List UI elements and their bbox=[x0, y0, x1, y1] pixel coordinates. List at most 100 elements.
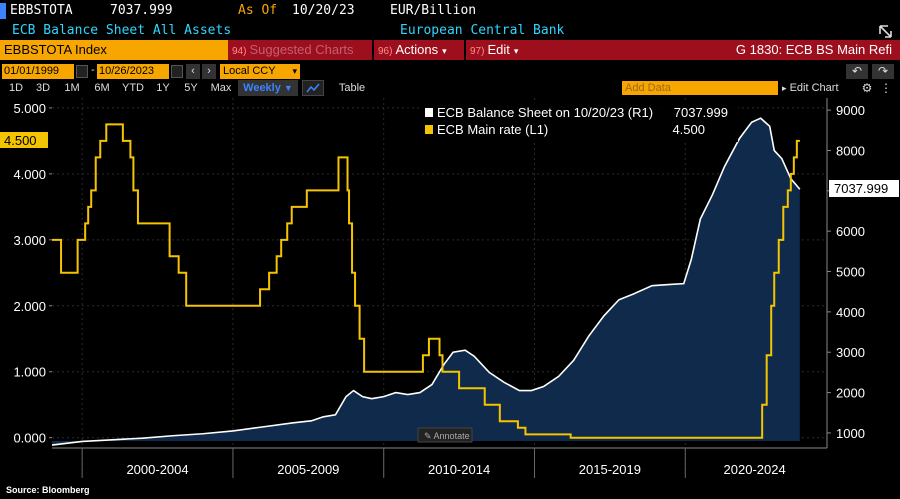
annotate-button-bg bbox=[417, 427, 473, 443]
edit-label: Edit bbox=[487, 42, 510, 57]
left-tick-label: 3.000 bbox=[13, 233, 46, 248]
right-tag-bg bbox=[829, 180, 899, 197]
left-tag-value: 4.500 bbox=[4, 133, 37, 148]
x-period-label: 2005-2009 bbox=[277, 462, 339, 477]
right-tick-label: 3000 bbox=[836, 345, 865, 360]
timeframe-ytd[interactable]: YTD bbox=[122, 82, 144, 94]
date-range-bar: 01/01/1999 - 10/26/2023 ‹ › Local CCY ▾ … bbox=[0, 64, 900, 80]
last-value: 7037.999 bbox=[110, 3, 173, 18]
timeframe-6m[interactable]: 6M bbox=[94, 82, 110, 94]
calendar-icon[interactable] bbox=[171, 65, 183, 78]
annotate-text: Annotate bbox=[434, 431, 470, 441]
timeframe-5y[interactable]: 5Y bbox=[184, 82, 198, 94]
title-bar: EBBSTOTA 7037.999 As Of 10/20/23 EUR/Bil… bbox=[0, 0, 900, 22]
currency-value: Local CCY bbox=[223, 65, 276, 77]
right-last-value-tag: 7037.999 bbox=[829, 180, 899, 197]
table-button[interactable]: Table bbox=[338, 82, 366, 94]
suggested-num: 94) bbox=[232, 46, 247, 57]
caret-down-icon: ▾ bbox=[442, 46, 447, 56]
annotate-button[interactable]: ✎ Annotate bbox=[417, 427, 473, 443]
ticker-marker bbox=[0, 3, 6, 19]
left-tag-bg bbox=[0, 132, 48, 148]
main-rate-line bbox=[52, 123, 800, 439]
edit-button[interactable]: 97) Edit ▾ bbox=[470, 40, 518, 60]
left-last-value-tag: 4.500 bbox=[0, 132, 48, 148]
gear-icon[interactable]: ⚙ bbox=[861, 81, 873, 95]
legend-value-rate: 4.500 bbox=[672, 122, 705, 137]
right-tick-label: 8000 bbox=[836, 143, 865, 158]
undo-icon[interactable]: ↶ bbox=[846, 64, 868, 79]
source-name: European Central Bank bbox=[400, 23, 565, 38]
chart: 0.000 1.000 2.000 3.000 4.000 5.000 1000 2000 3… bbox=[0, 98, 899, 478]
prev-period-button[interactable]: ‹ bbox=[186, 64, 200, 79]
end-date-field[interactable]: 10/26/2023 bbox=[97, 64, 169, 79]
x-period-label: 2020-2024 bbox=[724, 462, 786, 477]
right-axis: 100020003000400050006000700080009000 bbox=[826, 98, 865, 448]
more-icon[interactable]: ⋮ bbox=[880, 81, 892, 95]
edit-chart-button[interactable]: ▸ Edit Chart bbox=[782, 80, 856, 96]
edit-num: 97) bbox=[470, 46, 485, 57]
line-chart-icon[interactable] bbox=[302, 80, 324, 96]
range-dash: - bbox=[91, 64, 95, 76]
actions-label: Actions bbox=[395, 42, 439, 57]
right-tag-value: 7037.999 bbox=[834, 181, 888, 196]
timeframe-1y[interactable]: 1Y bbox=[156, 82, 170, 94]
legend-value-balance: 7037.999 bbox=[674, 105, 728, 120]
right-tick-label: 4000 bbox=[836, 305, 865, 320]
x-period-label: 2000-2004 bbox=[126, 462, 188, 477]
frequency-select[interactable]: Weekly ▼ bbox=[238, 80, 298, 96]
page-title: G 1830: ECB BS Main Refi bbox=[735, 42, 892, 57]
command-bar: EBBSTOTA Index 94) Suggested Charts 96) Ac… bbox=[0, 40, 900, 60]
left-tick-label: 4.000 bbox=[13, 167, 46, 182]
balance-sheet-area bbox=[52, 118, 800, 446]
suggested-label: Suggested Charts bbox=[249, 42, 354, 57]
pencil-icon: ✎ bbox=[424, 431, 434, 441]
actions-button[interactable]: 96) Actions ▾ bbox=[378, 40, 447, 60]
expand-icon[interactable] bbox=[878, 24, 894, 40]
balance-sheet-fill bbox=[52, 118, 800, 446]
left-tick-label: 2.000 bbox=[13, 299, 46, 314]
add-data-input[interactable]: Add Data bbox=[622, 81, 778, 95]
currency-select[interactable]: Local CCY ▾ bbox=[220, 64, 300, 79]
units: EUR/Billion bbox=[390, 3, 477, 18]
balance-sheet-line bbox=[51, 117, 801, 446]
legend-label-rate: ECB Main rate (L1) bbox=[437, 122, 548, 137]
legend: ECB Balance Sheet on 10/20/23 (R1) 7037.… bbox=[420, 100, 738, 142]
redo-icon[interactable]: ↷ bbox=[872, 64, 894, 79]
calendar-icon[interactable] bbox=[76, 65, 88, 78]
x-axis: 2000-2004 2005-2009 2010-2014 2015-2019 2020… bbox=[52, 447, 827, 478]
source-label: Source: Bloomberg bbox=[6, 485, 90, 495]
edit-chart-label: Edit Chart bbox=[789, 82, 839, 94]
x-period-label: 2010-2014 bbox=[428, 462, 490, 477]
caret-down-icon: ▾ bbox=[292, 66, 297, 76]
separator bbox=[464, 40, 466, 60]
legend-swatch-rate bbox=[425, 125, 433, 134]
right-tick-label: 5000 bbox=[836, 265, 865, 280]
legend-swatch-balance bbox=[425, 108, 433, 117]
left-tick-label: 5.000 bbox=[13, 101, 46, 116]
actions-num: 96) bbox=[378, 46, 393, 57]
right-tick-label: 6000 bbox=[836, 224, 865, 239]
ticker[interactable]: EBBSTOTA bbox=[10, 3, 73, 18]
series-lines bbox=[51, 117, 801, 446]
right-tick-label: 1000 bbox=[836, 426, 865, 441]
left-axis: 0.000 1.000 2.000 3.000 4.000 5.000 bbox=[13, 101, 52, 446]
timeframe-1m[interactable]: 1M bbox=[64, 82, 80, 94]
timeframe-max[interactable]: Max bbox=[210, 82, 232, 94]
as-of-label: As Of bbox=[238, 3, 278, 18]
security-field[interactable]: EBBSTOTA Index bbox=[0, 40, 228, 60]
annotate-label: ✎ Annotate bbox=[424, 431, 470, 441]
left-tick-label: 0.000 bbox=[13, 431, 46, 446]
timeframe-1d[interactable]: 1D bbox=[8, 82, 24, 94]
frequency-value: Weekly bbox=[243, 82, 281, 94]
next-period-button[interactable]: › bbox=[202, 64, 216, 79]
x-period-label: 2015-2019 bbox=[579, 462, 641, 477]
red-menu-bar: 94) Suggested Charts 96) Actions ▾ 97) Edit ▾… bbox=[228, 40, 900, 60]
caret-down-icon: ▼ bbox=[283, 83, 293, 93]
caret-right-icon: ▸ bbox=[782, 83, 787, 93]
suggested-charts-button[interactable]: 94) Suggested Charts bbox=[232, 40, 354, 60]
timeframe-3d[interactable]: 3D bbox=[35, 82, 51, 94]
series-description: ECB Balance Sheet All Assets bbox=[12, 23, 232, 38]
start-date-field[interactable]: 01/01/1999 bbox=[2, 64, 74, 79]
right-tick-label: 2000 bbox=[836, 386, 865, 401]
